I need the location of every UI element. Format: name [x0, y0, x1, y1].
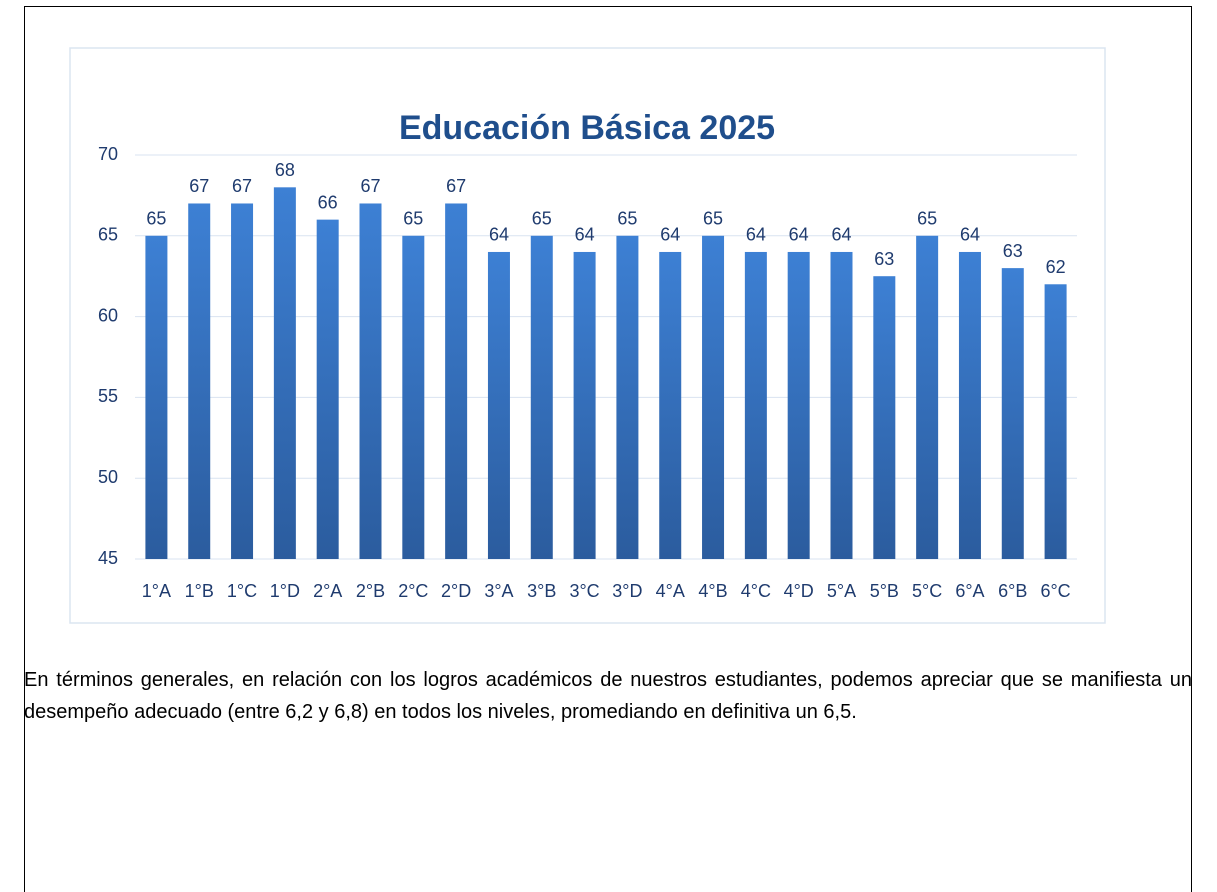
data-label: 65	[617, 209, 637, 229]
data-label: 64	[489, 225, 509, 245]
data-label: 62	[1046, 257, 1066, 277]
x-tick-label: 5°C	[912, 581, 942, 601]
bar	[359, 203, 382, 560]
paragraph: En términos generales, en relación con l…	[24, 669, 1192, 723]
chart-title: Educación Básica 2025	[399, 109, 775, 147]
x-tick-label: 2°B	[356, 581, 385, 601]
bar	[273, 187, 296, 559]
x-tick-label: 4°C	[741, 581, 771, 601]
bar	[958, 251, 981, 559]
x-tick-label: 3°B	[527, 581, 556, 601]
x-tick-label: 1°C	[227, 581, 257, 601]
bar	[145, 235, 168, 560]
data-label: 65	[532, 209, 552, 229]
data-label: 66	[318, 192, 338, 212]
bar	[616, 235, 639, 560]
x-tick-label: 1°D	[270, 581, 300, 601]
bar	[231, 203, 254, 560]
data-label: 64	[831, 225, 851, 245]
data-label: 65	[703, 209, 723, 229]
bar	[830, 251, 853, 559]
bar	[659, 251, 682, 559]
bar	[445, 203, 468, 560]
data-label: 64	[746, 225, 766, 245]
data-label: 64	[789, 225, 809, 245]
chart: Educación Básica 2025 45 50 55 60 65 70 1°A 65 1…	[69, 47, 1106, 624]
data-label: 64	[960, 225, 980, 245]
x-tick-label: 4°D	[784, 581, 814, 601]
x-tick-label: 1°B	[185, 581, 214, 601]
y-tick-label: 65	[98, 225, 118, 245]
x-tick-label: 2°A	[313, 581, 342, 601]
x-tick-label: 3°A	[484, 581, 513, 601]
bar	[702, 235, 725, 560]
y-tick-label: 55	[98, 386, 118, 406]
y-tick-label: 60	[98, 305, 118, 325]
x-tick-label: 3°D	[612, 581, 642, 601]
bar	[573, 251, 596, 559]
bar	[188, 203, 211, 560]
data-label: 68	[275, 160, 295, 180]
x-tick-label: 5°B	[870, 581, 899, 601]
bar	[916, 235, 939, 560]
y-tick-label: 45	[98, 548, 118, 568]
data-label: 67	[189, 176, 209, 196]
bar	[402, 235, 425, 560]
data-label: 63	[1003, 241, 1023, 261]
page-frame	[24, 6, 1192, 892]
x-tick-label: 5°A	[827, 581, 856, 601]
x-tick-label: 6°C	[1040, 581, 1070, 601]
data-label: 67	[360, 176, 380, 196]
bar	[487, 251, 510, 559]
bar	[1001, 268, 1024, 559]
x-tick-label: 6°B	[998, 581, 1027, 601]
x-tick-label: 3°C	[569, 581, 599, 601]
x-tick-label: 6°A	[955, 581, 984, 601]
data-label: 67	[446, 176, 466, 196]
bar	[530, 235, 553, 560]
x-tick-label: 2°D	[441, 581, 471, 601]
bar	[873, 276, 896, 559]
bar	[316, 219, 339, 559]
y-tick-label: 50	[98, 467, 118, 487]
data-label: 65	[917, 209, 937, 229]
x-tick-label: 1°A	[142, 581, 171, 601]
x-tick-label: 4°B	[698, 581, 727, 601]
data-label: 65	[146, 209, 166, 229]
y-tick-label: 70	[98, 144, 118, 164]
data-label: 64	[660, 225, 680, 245]
bar	[744, 251, 767, 559]
data-label: 64	[575, 225, 595, 245]
bar	[1044, 284, 1067, 559]
x-tick-label: 4°A	[656, 581, 685, 601]
bar	[787, 251, 810, 559]
data-label: 63	[874, 249, 894, 269]
x-tick-label: 2°C	[398, 581, 428, 601]
data-label: 67	[232, 176, 252, 196]
data-label: 65	[403, 209, 423, 229]
